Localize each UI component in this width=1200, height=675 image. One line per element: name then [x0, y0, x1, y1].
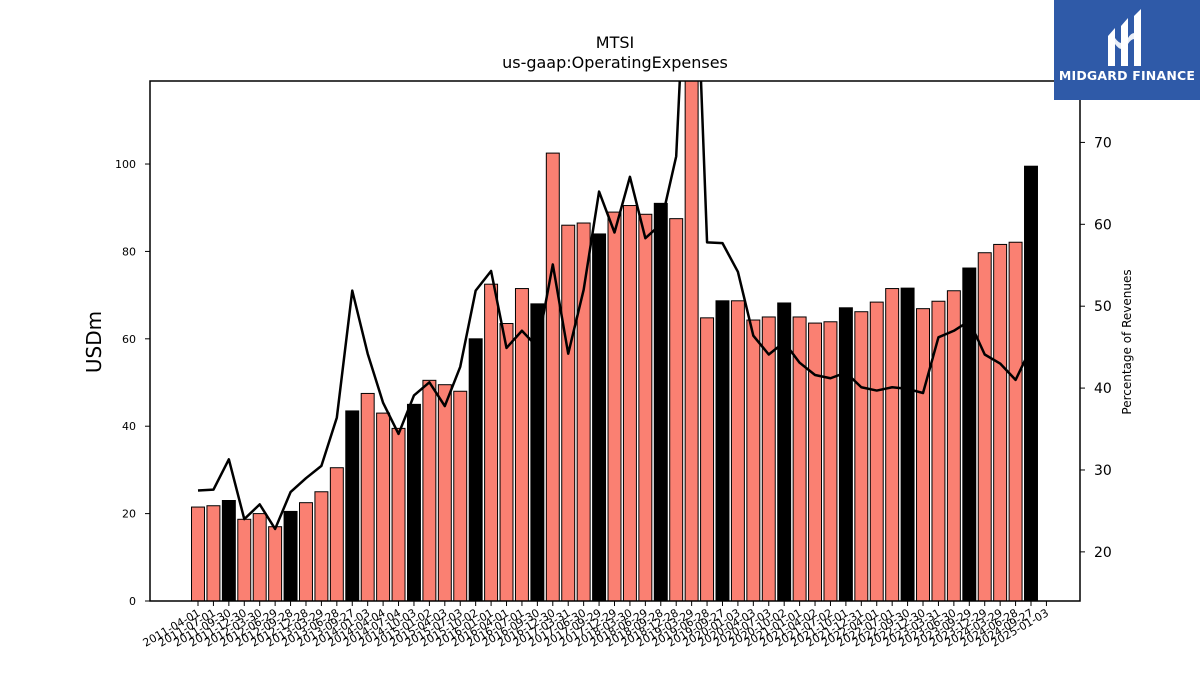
bar	[684, 81, 699, 601]
brand-name: MIDGARD FINANCE	[1058, 68, 1196, 83]
bar	[237, 518, 252, 601]
bar	[885, 288, 900, 601]
y-tick-label: 0	[129, 595, 136, 608]
bar	[268, 526, 283, 601]
bar	[453, 390, 468, 601]
bar	[206, 505, 221, 601]
bar	[777, 302, 792, 601]
bar	[700, 317, 715, 601]
bar	[916, 308, 930, 601]
y2-tick-label: 40	[1094, 381, 1112, 397]
bar	[191, 506, 205, 601]
bar	[761, 316, 776, 601]
bar	[962, 267, 977, 601]
bar	[530, 303, 545, 601]
bar	[638, 213, 653, 601]
bar	[1024, 165, 1038, 601]
y2-tick-label: 20	[1094, 545, 1112, 561]
bar	[1008, 241, 1023, 601]
percent-line	[197, 81, 1033, 531]
bar	[468, 338, 483, 601]
bar	[329, 467, 344, 601]
bar	[823, 321, 838, 601]
bar	[360, 392, 375, 601]
bar	[993, 243, 1008, 601]
axes: 0204060801002030405060702011-04-012011-0…	[115, 80, 1112, 650]
y2-tick-label: 60	[1094, 217, 1112, 233]
bar	[576, 222, 591, 601]
bar	[299, 502, 313, 601]
midgard-logo-icon	[1108, 9, 1141, 66]
bar	[345, 410, 360, 601]
bar	[653, 202, 668, 601]
bar	[252, 513, 267, 601]
bar	[437, 384, 452, 601]
chart-title: MTSI	[596, 33, 634, 52]
bar	[669, 218, 684, 601]
bar	[545, 152, 560, 601]
y-tick-label: 40	[122, 420, 136, 433]
bar	[869, 301, 884, 601]
bar	[946, 290, 961, 601]
bar	[376, 412, 391, 601]
y2-axis-label: Percentage of Revenues	[1120, 269, 1134, 414]
bar	[838, 307, 853, 601]
bar	[422, 379, 437, 601]
bar	[314, 491, 329, 601]
y-axis-label: USDm	[82, 311, 106, 373]
bar	[715, 300, 730, 601]
bar	[622, 205, 637, 601]
brand-logo: MIDGARD FINANCE	[1054, 0, 1200, 100]
bar	[592, 233, 607, 601]
y-tick-label: 80	[122, 245, 136, 258]
y2-tick-label: 70	[1094, 135, 1112, 151]
y-tick-label: 60	[122, 333, 136, 346]
bar	[484, 283, 499, 601]
bar	[391, 427, 406, 601]
bar	[561, 224, 576, 601]
bar	[499, 323, 514, 601]
bar	[854, 311, 869, 601]
bar	[283, 510, 298, 601]
chart-subtitle: us-gaap:OperatingExpenses	[502, 53, 728, 72]
bar	[746, 319, 761, 601]
percent-line-series	[197, 81, 1033, 531]
y-tick-label: 100	[115, 158, 136, 171]
bar	[221, 500, 236, 601]
bar	[808, 322, 823, 601]
bar	[514, 288, 529, 601]
bar	[607, 211, 622, 601]
bar	[792, 316, 807, 601]
bar	[900, 287, 915, 601]
bar-series	[191, 81, 1038, 601]
bar	[406, 403, 421, 601]
y2-tick-label: 50	[1094, 299, 1112, 315]
y2-tick-label: 30	[1094, 463, 1112, 479]
bar	[977, 252, 992, 601]
bar	[730, 300, 745, 601]
bar	[931, 300, 946, 601]
y-tick-label: 20	[122, 508, 136, 521]
